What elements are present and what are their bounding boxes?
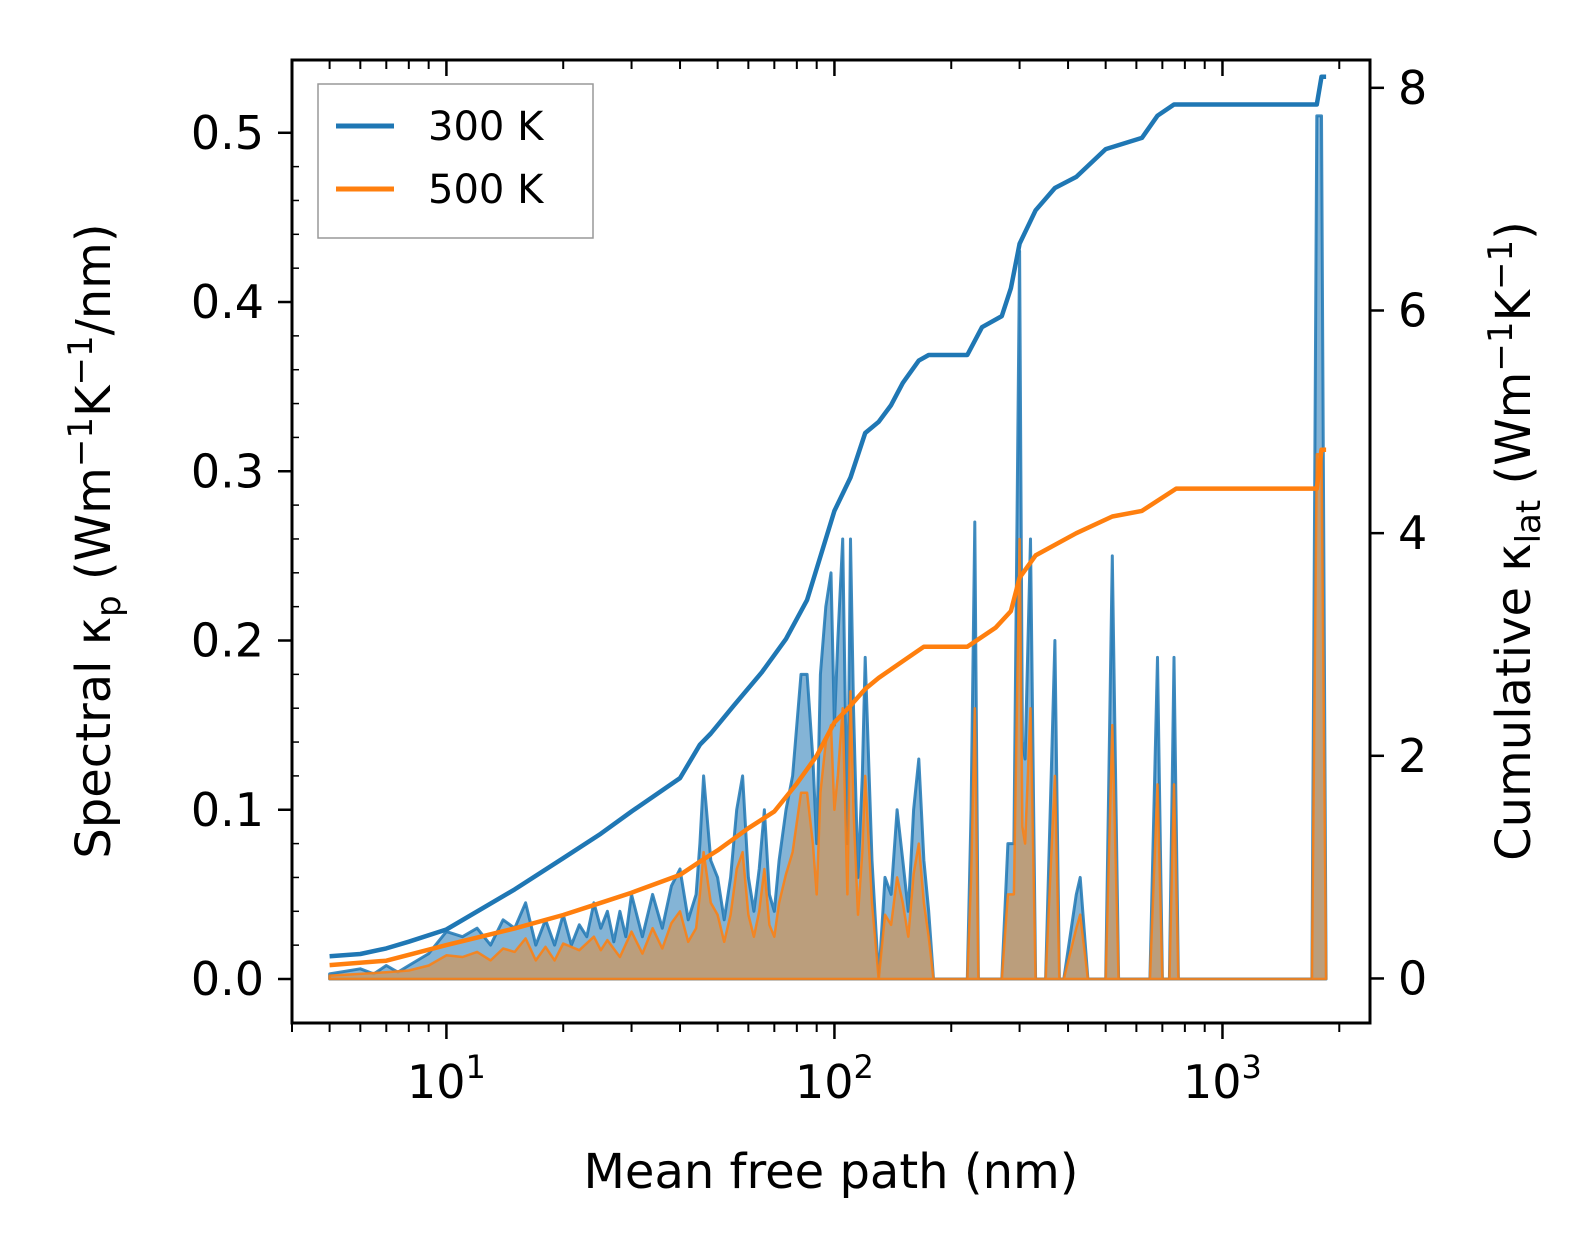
legend: 300 K 500 K <box>317 83 594 239</box>
y-left-tick-label: 0.3 <box>191 444 264 498</box>
y-left-tick-label: 0.2 <box>191 614 264 668</box>
y-axis-left-label: Spectral κp (Wm−1K−1/nm) <box>61 223 129 858</box>
x-tick-label: 103 <box>1183 1048 1262 1109</box>
legend-label-500k: 500 K <box>428 167 545 213</box>
y-left-tick-label: 0.1 <box>191 783 264 837</box>
y-right-tick-label: 0 <box>1398 951 1427 1005</box>
y-right-tick-label: 6 <box>1398 283 1427 337</box>
axis-ticks <box>278 60 1384 1039</box>
y-axis-right-label: Cumulative κlat (Wm−1K−1) <box>1481 221 1549 861</box>
x-tick-label: 102 <box>795 1048 874 1109</box>
cumulative-line-300k <box>329 74 1327 959</box>
y-right-tick-label: 8 <box>1398 61 1427 115</box>
spectral-fills <box>328 114 1328 981</box>
cumulative-line-500k <box>329 447 1327 968</box>
y-right-tick-label: 4 <box>1398 506 1427 560</box>
legend-label-300k: 300 K <box>428 104 545 150</box>
y-left-tick-label: 0.0 <box>191 952 264 1006</box>
x-axis-label: Mean free path (nm) <box>584 1144 1079 1200</box>
y-left-tick-label: 0.5 <box>191 106 264 160</box>
plot-frame <box>290 58 1372 1025</box>
data-lines <box>329 74 1327 968</box>
spectral-area-500k <box>328 453 1328 981</box>
y-right-tick-label: 2 <box>1398 729 1427 783</box>
y-left-tick-label: 0.4 <box>191 275 264 329</box>
x-tick-label: 101 <box>407 1048 486 1109</box>
legend-box <box>317 83 594 239</box>
tick-labels: 101 102 103 0.0 0.1 0.2 0.3 0.4 0.5 0 2 4 6 8 <box>191 61 1427 1109</box>
